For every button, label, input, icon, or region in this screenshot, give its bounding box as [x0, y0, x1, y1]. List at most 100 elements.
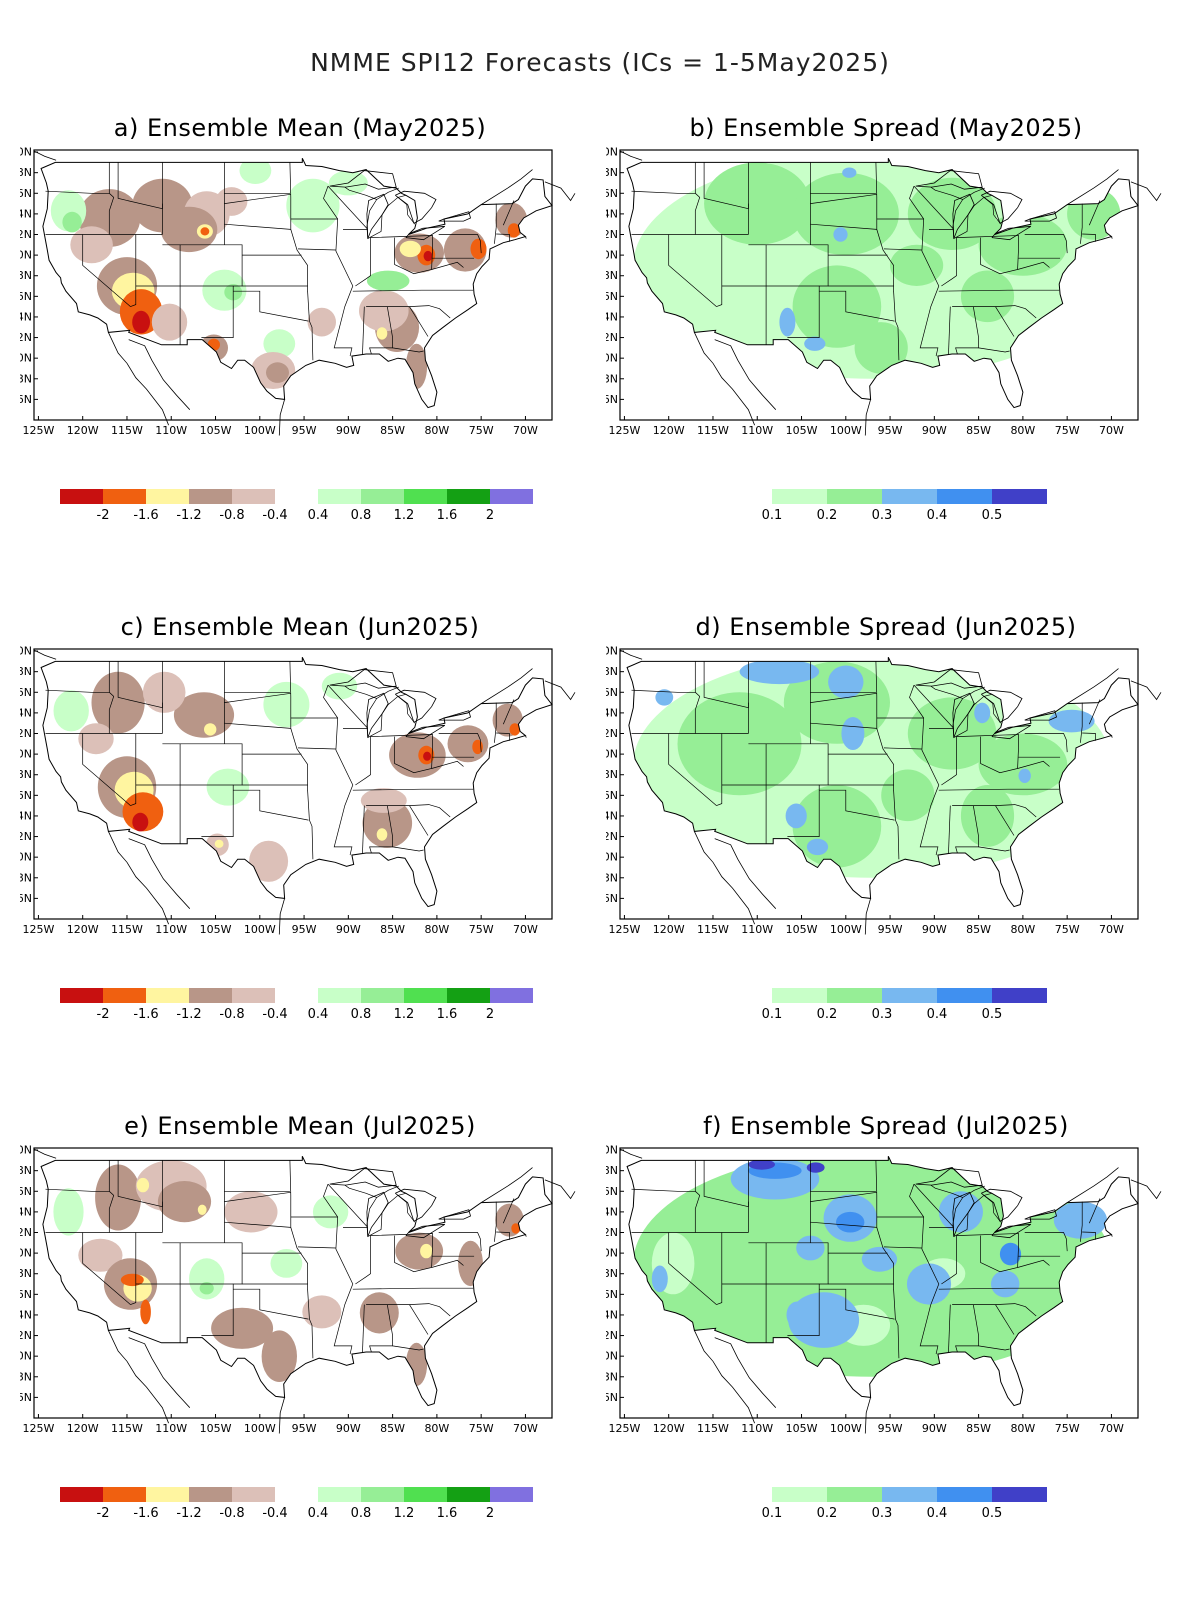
shaded-patch [214, 839, 224, 848]
shaded-patch [199, 1282, 214, 1295]
state-boundary [748, 1242, 829, 1336]
shaded-patch [806, 838, 829, 856]
state-boundary [955, 805, 979, 854]
colorbar-label: 0.5 [982, 1007, 1003, 1022]
coastline [991, 1223, 1032, 1239]
shaded-patch [53, 690, 89, 732]
colorbar-label: 0.2 [817, 508, 838, 523]
colorbar-swatch [447, 489, 490, 504]
state-boundary [130, 234, 137, 307]
coastline [991, 724, 1032, 740]
lon-label: 110W [155, 1422, 187, 1435]
shaded-patch [423, 751, 432, 761]
state-boundary [810, 223, 877, 230]
shaded-patch [890, 244, 944, 286]
colorbar-label: 1.2 [394, 508, 415, 523]
map-panel-a: 50N 48N 46N 44N 42N 40N 38N 36N 34N 32N 30N 28N 26N 1… [20, 146, 576, 437]
map-panel-b: 50N 48N 46N 44N 42N 40N 38N 36N 34N 32N 30N 28N 26N 1… [606, 146, 1162, 437]
state-boundary [941, 237, 957, 287]
shaded-patch [842, 167, 857, 178]
lat-label: 40N [606, 748, 618, 761]
coastline [864, 399, 871, 436]
coastline [981, 190, 1023, 224]
colorbar-swatch [103, 1487, 146, 1502]
lat-label: 30N [20, 851, 32, 864]
state-boundary [45, 1188, 110, 1192]
state-boundary [130, 1232, 137, 1305]
state-boundary [496, 732, 510, 741]
state-boundary [938, 1287, 1060, 1290]
lon-label: 110W [741, 1422, 773, 1435]
colorbar-label: -2 [97, 1506, 110, 1521]
colorbar-panel-d: 0.1 0.2 0.3 0.4 0.5 [762, 988, 1047, 1022]
colorbar-swatch [361, 988, 404, 1003]
state-boundary [370, 1233, 433, 1273]
state-boundary [224, 223, 291, 230]
colorbar-label: 2 [486, 508, 494, 523]
shaded-patch [792, 785, 882, 868]
state-boundary [1088, 1198, 1101, 1224]
shaded-patch [881, 769, 935, 822]
coastline [278, 1397, 285, 1434]
coastline [33, 649, 57, 660]
shaded-patch [140, 1299, 151, 1325]
colorbar-swatch [232, 489, 275, 504]
state-boundary [875, 661, 900, 860]
colorbar-label: -0.4 [262, 508, 287, 523]
colorbar-swatch [146, 489, 189, 504]
shaded-patch [62, 211, 82, 233]
colorbar-label: 0.2 [817, 1007, 838, 1022]
coastline [1130, 1179, 1162, 1200]
state-boundary [883, 248, 922, 251]
lon-label: 95W [878, 1422, 903, 1435]
lon-label: 85W [966, 923, 991, 936]
state-boundary [1017, 1259, 1050, 1268]
colorbar-swatch [275, 489, 318, 504]
state-boundary [995, 1304, 1015, 1335]
lon-label: 80W [424, 923, 449, 936]
state-boundary [162, 1242, 243, 1336]
shaded-patch [395, 1232, 444, 1270]
colorbar-panel-e: -2 -1.6 -1.2 -0.8 -0.4 0.4 0.8 1.2 1.6 2 [60, 1487, 533, 1521]
lat-label: 26N [606, 1391, 618, 1404]
panel-c: c) Ensemble Mean (Jun2025) 50N 48N 46N 44N 4… [20, 613, 580, 1053]
shaded-patch [132, 812, 149, 832]
shaded-patch [655, 689, 674, 706]
state-boundary [366, 194, 406, 240]
shaded-patch [420, 1243, 433, 1259]
coastline [864, 898, 871, 935]
colorbar-label: 0.8 [351, 1506, 372, 1521]
state-boundary [883, 747, 922, 750]
colorbar-swatch [189, 988, 232, 1003]
lat-label: 40N [20, 1247, 32, 1260]
colorbar-panel-a: -2 -1.6 -1.2 -0.8 -0.4 0.4 0.8 1.2 1.6 2 [60, 489, 533, 523]
shaded-patch [804, 336, 826, 351]
state-boundary [82, 733, 131, 806]
panel-title: a) Ensemble Mean (May2025) [113, 114, 487, 142]
panel-b: b) Ensemble Spread (May2025) 50N 48N 46N 44… [606, 114, 1166, 554]
coastline [438, 211, 471, 222]
map-frame [619, 149, 1139, 421]
lat-label: 44N [606, 1205, 618, 1218]
coastline [1111, 236, 1113, 239]
coastline [952, 692, 975, 738]
lat-label: 46N [20, 187, 32, 200]
coastline [981, 1188, 1023, 1222]
colorbar-label: -0.4 [262, 1007, 287, 1022]
lon-label: 105W [786, 1422, 818, 1435]
shaded-patch [78, 723, 114, 755]
shaded-patch [206, 768, 250, 806]
state-boundary [1082, 732, 1096, 741]
lat-label: 28N [20, 1370, 32, 1383]
shaded-patch [151, 303, 188, 341]
lat-label: 50N [606, 645, 618, 658]
shaded-patch [704, 162, 811, 245]
lon-label: 120W [653, 1422, 685, 1435]
lon-label: 105W [786, 923, 818, 936]
panel-title: b) Ensemble Spread (May2025) [689, 114, 1083, 142]
shaded-patch [509, 723, 521, 736]
panel-title: f) Ensemble Spread (Jul2025) [703, 1112, 1069, 1140]
lon-label: 110W [741, 923, 773, 936]
shaded-patch [239, 158, 272, 184]
lat-label: 38N [606, 768, 618, 781]
